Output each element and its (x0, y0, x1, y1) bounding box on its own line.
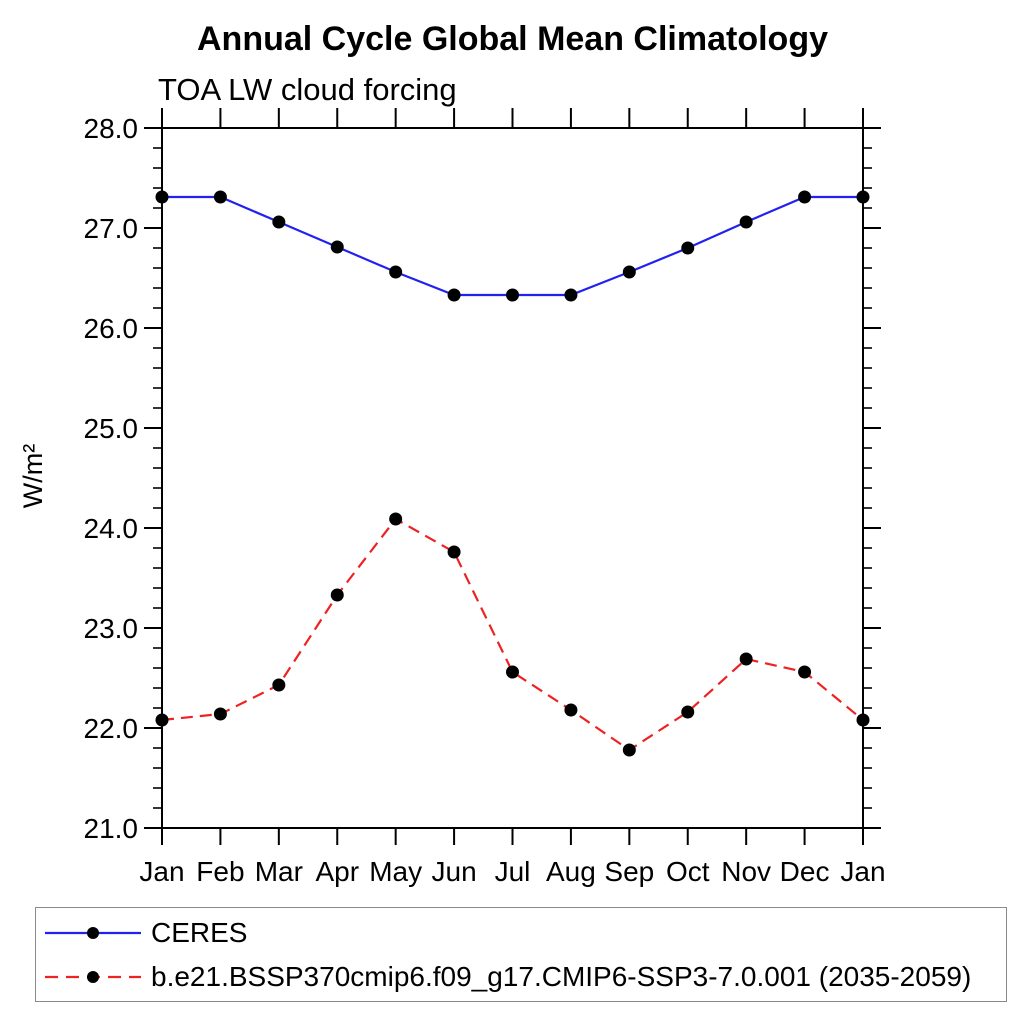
y-tick-label: 23.0 (84, 613, 139, 644)
legend-label-ceres: CERES (151, 916, 248, 948)
y-tick-label: 27.0 (84, 213, 139, 244)
legend-row-model: b.e21.BSSP370cmip6.f09_g17.CMIP6-SSP3-7.… (43, 959, 1006, 995)
data-point-marker (213, 190, 227, 204)
x-tick-label: Mar (255, 856, 303, 887)
data-point-marker (798, 665, 812, 679)
data-point-marker (622, 743, 636, 757)
data-point-marker (506, 288, 519, 302)
x-tick-label: Nov (721, 856, 771, 887)
plot-frame (161, 127, 864, 829)
legend: CERES b.e21.BSSP370cmip6.f09_g17.CMIP6-S… (35, 907, 1007, 1002)
y-tick-label: 26.0 (84, 313, 139, 344)
x-tick-label: Feb (196, 856, 244, 887)
data-point-marker (506, 665, 519, 679)
data-point-marker (856, 190, 870, 204)
legend-marker-icon (87, 926, 99, 939)
x-tick-label: May (369, 856, 422, 887)
y-tick-label: 24.0 (84, 513, 139, 544)
x-tick-label: Jul (495, 856, 531, 887)
data-point-marker (330, 588, 344, 602)
x-tick-label: Jan (139, 856, 184, 887)
data-point-marker (564, 288, 578, 302)
x-tick-label: Jan (840, 856, 885, 887)
data-point-marker (155, 190, 169, 204)
data-point-marker (739, 215, 753, 229)
x-tick-label: Sep (604, 856, 654, 887)
data-point-marker (213, 707, 227, 721)
series-line-ceres (162, 195, 863, 297)
y-tick-label: 22.0 (84, 713, 139, 744)
data-point-marker (798, 190, 812, 204)
y-axis-label: W/m² (18, 444, 48, 508)
y-tick-label: 28.0 (84, 113, 139, 144)
x-tick-label: Dec (780, 856, 830, 887)
y-tick-label: 21.0 (84, 813, 139, 844)
x-tick-label: Aug (546, 856, 596, 887)
data-point-marker (447, 545, 461, 559)
legend-swatch-model (45, 970, 141, 983)
legend-row-ceres: CERES (43, 915, 1006, 951)
data-point-marker (330, 240, 344, 254)
legend-swatch-ceres (45, 926, 141, 939)
chart-title: Annual Cycle Global Mean Climatology (197, 20, 828, 58)
data-point-marker (681, 705, 695, 719)
x-tick-label: Oct (666, 856, 710, 887)
data-point-marker (272, 215, 286, 229)
data-point-marker (155, 713, 169, 727)
data-point-marker (739, 652, 753, 666)
data-point-marker (681, 241, 695, 255)
chart-subtitle: TOA LW cloud forcing (158, 72, 457, 107)
data-point-marker (856, 713, 870, 727)
legend-label-model: b.e21.BSSP370cmip6.f09_g17.CMIP6-SSP3-7.… (151, 960, 972, 992)
data-point-marker (272, 678, 286, 692)
data-point-marker (389, 512, 403, 526)
x-tick-label: Jun (432, 856, 477, 887)
data-point-marker (622, 265, 636, 279)
series-line-model (161, 517, 864, 752)
data-point-marker (389, 265, 403, 279)
data-point-marker (564, 703, 578, 717)
x-tick-label: Apr (315, 856, 359, 887)
y-tick-label: 25.0 (84, 413, 139, 444)
data-point-marker (447, 288, 461, 302)
legend-marker-icon (87, 970, 99, 983)
